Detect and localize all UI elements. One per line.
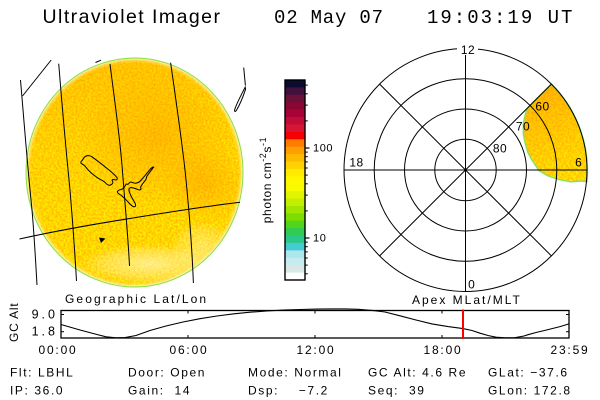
- svg-text:0: 0: [468, 278, 475, 292]
- svg-text:18:00: 18:00: [423, 343, 462, 357]
- svg-text:Apex MLat/MLT: Apex MLat/MLT: [412, 293, 522, 307]
- svg-text:12: 12: [461, 43, 475, 57]
- svg-text:Geographic Lat/Lon: Geographic Lat/Lon: [65, 292, 208, 306]
- svg-text:Seq: 39: Seq: 39: [368, 383, 426, 397]
- svg-text:60: 60: [535, 100, 549, 114]
- svg-text:Mode: Normal: Mode: Normal: [248, 365, 343, 379]
- svg-text:Gain: 14: Gain: 14: [128, 383, 191, 397]
- svg-text:photon cm-2s-1: photon cm-2s-1: [258, 137, 274, 223]
- svg-text:1.8: 1.8: [32, 325, 58, 339]
- svg-text:GC Alt: 4.6 Re: GC Alt: 4.6 Re: [368, 365, 467, 379]
- svg-text:70: 70: [516, 120, 530, 134]
- svg-text:18: 18: [349, 156, 363, 170]
- svg-text:Dsp: −7.2: Dsp: −7.2: [248, 383, 329, 397]
- svg-text:100: 100: [313, 143, 333, 155]
- svg-text:23:59: 23:59: [550, 343, 589, 357]
- svg-text:9.0: 9.0: [32, 308, 58, 322]
- svg-text:Door: Open: Door: Open: [128, 365, 206, 379]
- svg-text:10: 10: [313, 233, 326, 245]
- svg-text:GC Alt: GC Alt: [7, 303, 21, 342]
- svg-text:IP: 36.0: IP: 36.0: [10, 383, 64, 397]
- svg-text:06:00: 06:00: [169, 343, 208, 357]
- svg-text:19:03:19 UT: 19:03:19 UT: [427, 7, 574, 29]
- svg-text:GLon: 172.8: GLon: 172.8: [488, 383, 572, 397]
- svg-text:Flt: LBHL: Flt: LBHL: [10, 365, 74, 379]
- svg-text:02 May 07: 02 May 07: [274, 7, 384, 29]
- svg-text:12:00: 12:00: [296, 343, 335, 357]
- svg-text:00:00: 00:00: [38, 343, 77, 357]
- svg-text:Ultraviolet Imager: Ultraviolet Imager: [43, 6, 222, 28]
- svg-text:80: 80: [493, 142, 507, 156]
- svg-text:6: 6: [575, 156, 582, 170]
- svg-text:GLat: −37.6: GLat: −37.6: [488, 365, 569, 379]
